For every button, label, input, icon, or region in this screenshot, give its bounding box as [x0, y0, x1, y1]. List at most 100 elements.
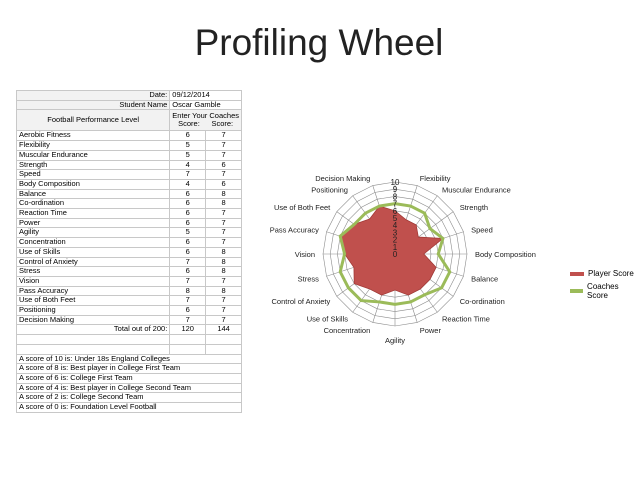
- category-label: Positioning: [311, 185, 348, 194]
- player-score-cell[interactable]: 7: [169, 295, 207, 307]
- player-score-cell[interactable]: 4: [169, 178, 207, 190]
- note-row: A score of 10 is: Under 18s England Coll…: [16, 353, 242, 365]
- player-score-cell[interactable]: 6: [169, 217, 207, 229]
- date-value[interactable]: 09/12/2014: [169, 90, 242, 101]
- legend-label-player: Player Score: [588, 269, 634, 278]
- player-score-cell[interactable]: 6: [169, 237, 207, 248]
- category-label: Decision Making: [315, 174, 370, 183]
- table-row: Stress 6 8: [15, 266, 242, 277]
- empty-cell: [169, 334, 207, 345]
- category-label: Aerobic Fitness: [369, 170, 421, 171]
- coach-score-cell[interactable]: 8: [205, 198, 242, 210]
- category-label: Stress: [298, 275, 320, 284]
- player-score-cell[interactable]: 6: [169, 246, 207, 258]
- category-label: Balance: [471, 275, 498, 284]
- player-score-cell[interactable]: 4: [169, 159, 207, 171]
- category-label: Power: [420, 326, 442, 335]
- player-score-cell[interactable]: 5: [169, 149, 207, 161]
- tick-label: 8: [393, 192, 398, 201]
- student-value[interactable]: Oscar Gamble: [169, 99, 242, 111]
- table-row: Use of Both Feet 7 7: [15, 295, 242, 307]
- tick-label: 7: [393, 200, 398, 209]
- attribute-name: Strength: [15, 159, 171, 171]
- coach-swatch: [570, 288, 584, 293]
- tick-label: 1: [393, 243, 398, 252]
- player-score-cell[interactable]: 6: [169, 198, 207, 210]
- coach-score-cell[interactable]: 8: [205, 256, 242, 268]
- tick-label: 0: [393, 250, 398, 259]
- tick-label: 4: [393, 221, 398, 230]
- tick-label: 3: [393, 228, 398, 237]
- coach-score-cell[interactable]: 7: [205, 140, 242, 151]
- player-score-cell[interactable]: 6: [169, 305, 207, 316]
- coach-score-cell[interactable]: 8: [205, 188, 242, 200]
- category-label: Speed: [471, 225, 493, 234]
- coach-score-cell[interactable]: 6: [205, 159, 242, 171]
- player-score-cell[interactable]: 5: [169, 227, 207, 239]
- student-label: Student Name: [15, 99, 171, 111]
- attribute-name: Use of Skills: [15, 246, 171, 258]
- category-label: Reaction Time: [442, 315, 490, 324]
- coach-score-cell[interactable]: 7: [205, 305, 242, 316]
- category-label: Concentration: [324, 326, 371, 335]
- category-label: Muscular Endurance: [442, 185, 511, 194]
- attribute-name: Concentration: [15, 237, 171, 248]
- category-label: Vision: [295, 250, 315, 259]
- coach-score-cell[interactable]: 7: [205, 227, 242, 239]
- category-label: Body Composition: [475, 250, 536, 259]
- coach-score-cell[interactable]: 7: [205, 130, 242, 142]
- note-text: A score of 4 is: Best player in College …: [16, 382, 242, 394]
- coach-score-cell[interactable]: 8: [205, 266, 242, 277]
- coach-score-cell[interactable]: 7: [205, 217, 242, 229]
- player-score-cell[interactable]: 7: [169, 256, 207, 268]
- coach-score-cell[interactable]: 7: [205, 149, 242, 161]
- chart-legend: Player Score Coaches Score: [570, 265, 638, 300]
- category-label: Strength: [460, 203, 488, 212]
- note-text: A score of 8 is: Best player in College …: [16, 363, 242, 374]
- coach-score-cell[interactable]: 8: [205, 285, 242, 297]
- series-coaches-score: [338, 202, 452, 306]
- header-row: Football Performance Level Enter Your Co…: [15, 109, 242, 132]
- player-score-cell[interactable]: 7: [169, 169, 207, 180]
- attribute-name: Power: [15, 217, 171, 229]
- total-row: Total out of 200: 120 144: [15, 324, 242, 336]
- player-score-cell[interactable]: 5: [169, 140, 207, 151]
- player-score-cell[interactable]: 7: [169, 275, 207, 287]
- spacer-row: [15, 334, 242, 345]
- note-text: A score of 2 is: College Second Team: [16, 392, 242, 404]
- attribute-name: Decision Making: [15, 314, 171, 326]
- attribute-name: Muscular Endurance: [15, 149, 171, 161]
- player-score-cell[interactable]: 6: [169, 130, 207, 142]
- score-sheet: Date: 09/12/2014 Student Name Oscar Gamb…: [15, 90, 242, 413]
- table-row: Concentration 6 7: [15, 237, 242, 248]
- legend-item-coach: Coaches Score: [570, 282, 638, 300]
- player-score-cell[interactable]: 6: [169, 208, 207, 219]
- tick-label: 2: [393, 236, 398, 245]
- spacer-row: [15, 343, 242, 355]
- attribute-name: Agility: [15, 227, 171, 239]
- coach-score-cell[interactable]: 6: [205, 178, 242, 190]
- coach-score-cell[interactable]: 7: [205, 237, 242, 248]
- player-score-cell[interactable]: 7: [169, 314, 207, 326]
- coach-score-cell[interactable]: 7: [205, 314, 242, 326]
- table-row: Co-ordination 6 8: [15, 198, 242, 210]
- table-row: Vision 7 7: [15, 275, 242, 287]
- coach-score-cell[interactable]: 7: [205, 275, 242, 287]
- coach-score-cell[interactable]: 7: [205, 295, 242, 307]
- coach-score-cell[interactable]: 7: [205, 208, 242, 219]
- player-score-cell[interactable]: 6: [169, 188, 207, 200]
- player-score-cell[interactable]: 6: [169, 266, 207, 277]
- player-score-header: Score:: [178, 119, 200, 129]
- table-row: Muscular Endurance 5 7: [15, 149, 242, 161]
- player-score-cell[interactable]: 8: [169, 285, 207, 297]
- coach-score-cell[interactable]: 8: [205, 246, 242, 258]
- attribute-name: Speed: [15, 169, 171, 180]
- table-row: Agility 5 7: [15, 227, 242, 239]
- note-text: A score of 0 is: Foundation Level Footba…: [16, 402, 242, 413]
- empty-cell: [15, 334, 171, 345]
- tick-label: 6: [393, 207, 398, 216]
- empty-cell: [205, 334, 242, 345]
- score-headers: Enter Your Coaches Score: Score:: [169, 109, 242, 132]
- table-row: Speed 7 7: [15, 169, 242, 180]
- coach-score-cell[interactable]: 7: [205, 169, 242, 180]
